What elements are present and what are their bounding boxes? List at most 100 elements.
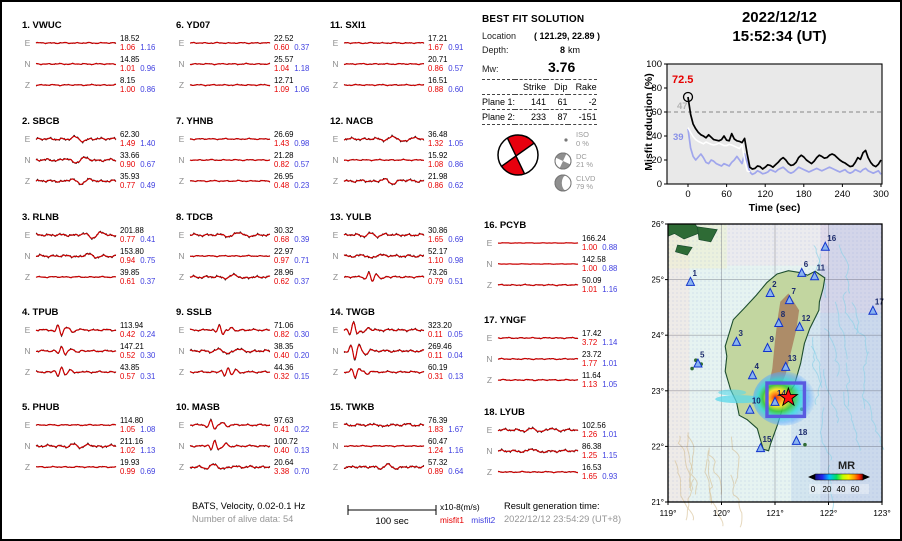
component-row-z: Z 21.98 0.86 0.62 xyxy=(328,171,463,191)
component-label: N xyxy=(332,155,339,165)
peak-amplitude: 100.72 xyxy=(274,437,298,446)
station-block-lyub: 18. LYUB E 102.56 1.26 1.01 N 86.38 1.25 1.15 Z 16… xyxy=(482,407,636,501)
peak-amplitude: 26.69 xyxy=(274,130,294,139)
best-fit-solution-panel: BEST FIT SOLUTION Location ( 121.29, 22.… xyxy=(482,14,646,203)
map-station-number: 14 xyxy=(777,389,786,398)
waveform-trace xyxy=(343,462,425,471)
iso-dot-icon xyxy=(564,137,568,142)
misfit2-value: 1.08 xyxy=(140,425,156,434)
peak-amplitude: 86.38 xyxy=(582,442,602,451)
y-tick-label: 100 xyxy=(647,59,662,70)
trace-values: 33.66 0.90 0.67 xyxy=(120,151,155,169)
misfit2-value: 0.60 xyxy=(448,85,464,94)
component-label: N xyxy=(486,259,493,269)
misfit2-value: 0.24 xyxy=(140,330,156,339)
component-label: E xyxy=(24,230,31,240)
component-label: N xyxy=(24,251,31,261)
lat-tick-label: 26° xyxy=(652,219,664,229)
synthetic-trace xyxy=(497,378,579,382)
misfit1-value: 1.08 xyxy=(428,160,444,169)
map-station-number: 2 xyxy=(772,280,777,289)
waveform-trace xyxy=(343,83,425,87)
misfit1-value: 1.00 xyxy=(120,85,136,94)
plane2-label: Plane 2: xyxy=(482,109,516,125)
waveform-trace xyxy=(35,275,117,279)
component-row-n: N 153.80 0.94 0.75 xyxy=(20,246,155,266)
misfit1-value: 1.43 xyxy=(274,139,290,148)
waveform-trace xyxy=(343,320,425,336)
trace-values: 17.21 1.67 0.91 xyxy=(428,34,463,52)
mr-colorbar xyxy=(814,473,864,481)
waveform-trace xyxy=(189,439,271,451)
misfit1-value: 0.61 xyxy=(120,277,136,286)
mr-legend-title: MR xyxy=(838,460,855,472)
nodal-plane-table: Strike Dip Rake Plane 1: 141 61 -2 Plane… xyxy=(482,79,597,125)
peak-amplitude: 147.21 xyxy=(120,342,144,351)
peak-amplitude: 38.35 xyxy=(274,342,294,351)
peak-amplitude: 43.85 xyxy=(120,363,140,372)
peak-amplitude: 20.64 xyxy=(274,458,294,467)
trace-values: 211.16 1.02 1.13 xyxy=(120,437,155,455)
synthetic-trace xyxy=(189,463,271,470)
component-row-e: E 30.86 1.65 0.69 xyxy=(328,225,464,245)
peak-amplitude: 44.36 xyxy=(274,363,294,372)
peak-amplitude: 113.94 xyxy=(120,321,144,330)
misfit1-value: 1.65 xyxy=(428,235,444,244)
misfit2-value: 0.39 xyxy=(294,235,310,244)
trace-values: 39.85 0.61 0.37 xyxy=(120,268,155,286)
peak-amplitude: 21.28 xyxy=(274,151,294,160)
trace-values: 86.38 1.25 1.15 xyxy=(582,442,617,460)
misfit1-value: 0.79 xyxy=(428,277,444,286)
waveform-trace xyxy=(35,366,117,377)
location-label: Location xyxy=(482,31,517,41)
peak-amplitude: 71.06 xyxy=(274,321,294,330)
component-row-e: E 18.52 1.06 1.16 xyxy=(20,33,156,53)
misfit2-value: 0.31 xyxy=(140,372,156,381)
dc-pct: 21 % xyxy=(576,160,594,169)
peak-amplitude: 60.47 xyxy=(428,437,448,446)
component-label: E xyxy=(178,230,185,240)
trace-values: 16.51 0.88 0.60 xyxy=(428,76,463,94)
peak-amplitude: 142.58 xyxy=(582,255,606,264)
synthetic-trace xyxy=(190,439,271,451)
component-row-n: N 22.97 0.97 0.71 xyxy=(174,246,309,266)
waveform-trace xyxy=(497,242,579,244)
event-date: 2022/12/12 xyxy=(741,9,818,26)
iso-name: ISO xyxy=(576,130,589,139)
component-row-z: Z 39.85 0.61 0.37 xyxy=(20,267,155,287)
trace-values: 38.35 0.40 0.20 xyxy=(274,342,309,360)
misfit2-value: 0.04 xyxy=(447,351,463,360)
component-row-n: N 38.35 0.40 0.20 xyxy=(174,341,309,361)
misfit1-value: 1.01 xyxy=(582,285,598,294)
waveform-trace xyxy=(343,62,425,66)
component-row-e: E 17.42 3.72 1.14 xyxy=(482,328,618,348)
trace-values: 100.72 0.40 0.13 xyxy=(274,437,309,455)
misfit2-value: 0.88 xyxy=(602,264,618,273)
misfit2-value: 0.37 xyxy=(294,43,310,52)
synthetic-trace xyxy=(343,463,424,470)
x-tick-label: 300 xyxy=(873,189,889,200)
lat-tick-label: 22° xyxy=(652,441,664,451)
component-row-e: E 62.30 1.49 1.40 xyxy=(20,129,156,149)
misfit1-value: 3.38 xyxy=(274,467,290,476)
misfit2-value: 1.13 xyxy=(140,446,156,455)
component-label: E xyxy=(24,134,31,144)
synthetic-trace xyxy=(189,348,270,355)
observed-trace xyxy=(189,418,271,430)
component-row-e: E 97.63 0.41 0.22 xyxy=(174,415,310,435)
waveform-trace xyxy=(189,179,271,183)
component-label: Z xyxy=(332,176,339,186)
station-title: 4. TPUB xyxy=(22,307,59,318)
map-station-triangle xyxy=(731,336,742,346)
misfit1-value: 1.32 xyxy=(428,139,444,148)
map-station-number: 17 xyxy=(875,298,884,307)
trace-values: 50.09 1.01 1.16 xyxy=(582,276,617,294)
trace-values: 73.26 0.79 0.51 xyxy=(428,268,463,286)
trace-values: 16.53 1.65 0.93 xyxy=(582,463,617,481)
component-row-n: N 14.85 1.01 0.96 xyxy=(20,54,155,74)
synthetic-trace xyxy=(344,444,425,448)
panel-title: BEST FIT SOLUTION xyxy=(482,14,585,25)
station-block-sxi1: 11. SXI1 E 17.21 1.67 0.91 N 20.71 0.86 0.57 Z 16.… xyxy=(328,20,482,114)
misfit2-value: 0.30 xyxy=(294,330,310,339)
islet xyxy=(690,366,694,371)
